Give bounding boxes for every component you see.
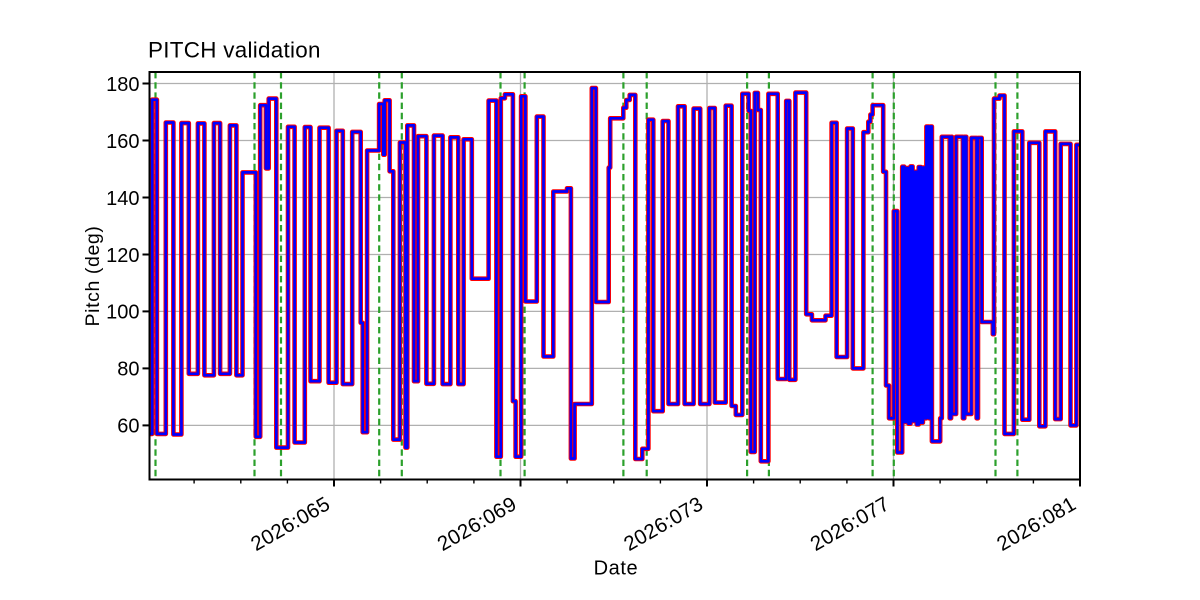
svg-text:100: 100 — [106, 302, 139, 324]
svg-text:80: 80 — [117, 359, 139, 381]
svg-text:180: 180 — [106, 74, 139, 96]
svg-text:120: 120 — [106, 245, 139, 267]
svg-text:140: 140 — [106, 188, 139, 210]
svg-text:PITCH validation: PITCH validation — [148, 38, 321, 63]
svg-text:Date: Date — [594, 558, 639, 580]
svg-text:Pitch (deg): Pitch (deg) — [82, 226, 104, 327]
svg-text:160: 160 — [106, 131, 139, 153]
svg-text:60: 60 — [117, 416, 139, 438]
